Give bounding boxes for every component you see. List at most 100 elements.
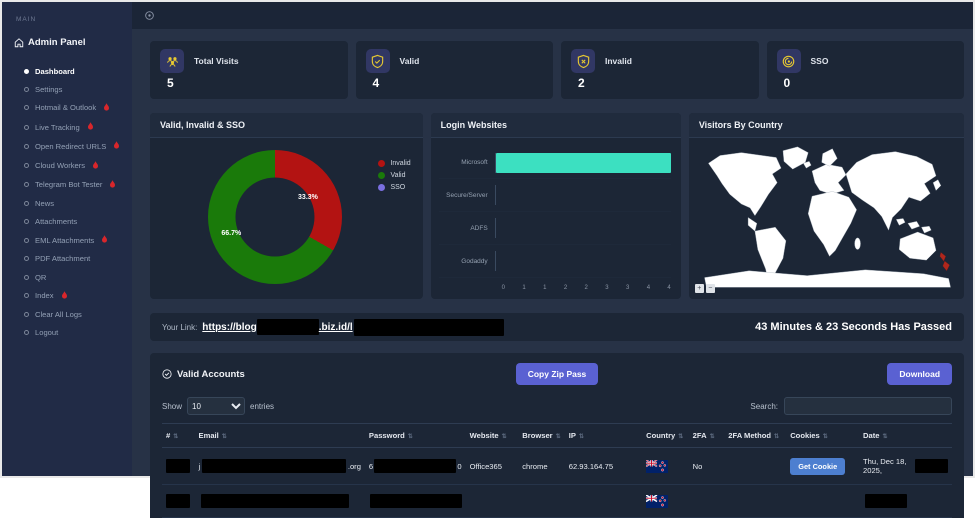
sidebar-item-open-redirect-urls[interactable]: Open Redirect URLS	[14, 137, 132, 156]
cell-cookies: Get Cookie	[786, 448, 859, 485]
page-size-select[interactable]: 10	[187, 397, 245, 415]
x-tick-label: 4	[647, 285, 650, 291]
stat-card-invalid: Invalid 2	[561, 41, 759, 99]
column-header-cookies[interactable]: Cookies	[786, 424, 859, 448]
column-header-country[interactable]: Country	[642, 424, 688, 448]
bar-category-label: Microsoft	[439, 159, 495, 166]
sidebar-item-live-tracking[interactable]: Live Tracking	[14, 118, 132, 137]
entries-label: entries	[250, 402, 274, 411]
sidebar-item-hotmail-outlook[interactable]: Hotmail & Outlook	[14, 98, 132, 117]
download-button[interactable]: Download	[887, 363, 952, 385]
phishing-link[interactable]: https://blog.biz.id/l	[202, 319, 503, 336]
column-header-ip[interactable]: IP	[565, 424, 642, 448]
map-madagascar	[854, 238, 860, 250]
sidebar-item-news[interactable]: News	[14, 194, 132, 212]
x-tick-label: 2	[564, 285, 567, 291]
world-map[interactable]	[691, 140, 962, 297]
sidebar-item-pdf-attachment[interactable]: PDF Attachment	[14, 250, 132, 268]
column-header-website[interactable]: Website	[466, 424, 519, 448]
sidebar-item-dashboard[interactable]: Dashboard	[14, 62, 132, 80]
map-greenland	[783, 147, 808, 169]
column-header-date[interactable]: Date	[859, 424, 952, 448]
x-tick-label: 1	[543, 285, 546, 291]
bar-microsoft[interactable]	[496, 153, 671, 173]
cell-date: Thu, Dec 18, 2025,	[859, 448, 952, 485]
column-header-email[interactable]: Email	[195, 424, 365, 448]
sidebar-item-qr[interactable]: QR	[14, 268, 132, 286]
stat-label: Invalid	[605, 56, 632, 66]
redaction-box	[354, 319, 504, 336]
sidebar-item-index[interactable]: Index	[14, 286, 132, 305]
table-row-partial[interactable]	[162, 485, 952, 518]
sidebar-section-label: MAIN	[16, 16, 132, 23]
x-tick-label: 4	[667, 285, 670, 291]
brand[interactable]: Admin Panel	[14, 37, 132, 48]
panel-title: Valid, Invalid & SSO	[150, 113, 423, 138]
fire-icon	[100, 235, 109, 245]
target-icon[interactable]	[144, 10, 155, 21]
shield-x-icon	[571, 49, 595, 73]
sidebar-item-telegram-bot-tester[interactable]: Telegram Bot Tester	[14, 175, 132, 194]
bar-track	[495, 185, 671, 205]
stat-value: 2	[578, 76, 749, 90]
bar-row-microsoft: Microsoft	[439, 146, 671, 179]
bullet-icon	[24, 293, 29, 298]
map-zoom-out-button[interactable]: −	[706, 284, 715, 293]
map-australia	[899, 232, 936, 260]
sidebar-item-label: Cloud Workers	[35, 161, 85, 170]
donut-chart[interactable]: 33.3% 66.7%	[208, 150, 342, 284]
legend-dot	[378, 160, 385, 167]
search-input[interactable]	[784, 397, 952, 415]
cell-country	[642, 485, 688, 518]
sidebar: MAIN Admin Panel Dashboard Settings Hotmai…	[2, 2, 132, 476]
date-prefix: Thu, Dec 18, 2025,	[863, 457, 913, 475]
column-header-password[interactable]: Password	[365, 424, 466, 448]
sidebar-item-settings[interactable]: Settings	[14, 80, 132, 98]
cell-date	[859, 485, 952, 518]
sidebar-item-label: Index	[35, 291, 54, 300]
sidebar-item-cloud-workers[interactable]: Cloud Workers	[14, 156, 132, 175]
stat-label: Valid	[400, 56, 420, 66]
stat-value: 4	[373, 76, 544, 90]
sidebar-item-clear-all-logs[interactable]: Clear All Logs	[14, 305, 132, 323]
email-suffix: .org	[348, 462, 361, 471]
cell-browser: chrome	[518, 448, 564, 485]
sidebar-item-label: Logout	[35, 328, 58, 337]
sidebar-item-label: Settings	[35, 85, 62, 94]
bullet-icon	[24, 275, 29, 280]
x-tick-label: 3	[626, 285, 629, 291]
charts-row: Valid, Invalid & SSO 33.3% 66.7% Invalid…	[150, 113, 964, 299]
password-suffix: 0	[457, 462, 461, 471]
bullet-icon	[24, 87, 29, 92]
x-tick-label: 0	[502, 285, 505, 291]
column-header-[interactable]: #	[162, 424, 195, 448]
get-cookie-button[interactable]: Get Cookie	[790, 458, 845, 475]
redaction-box	[257, 319, 319, 335]
bullet-icon	[24, 219, 29, 224]
copy-zip-pass-button[interactable]: Copy Zip Pass	[516, 363, 599, 385]
column-header-2fa-method[interactable]: 2FA Method	[724, 424, 786, 448]
cell-email	[195, 485, 365, 518]
fire-icon	[108, 180, 117, 190]
fire-icon	[60, 291, 69, 301]
sidebar-item-eml-attachments[interactable]: EML Attachments	[14, 231, 132, 250]
sidebar-item-logout[interactable]: Logout	[14, 324, 132, 342]
column-header-2fa[interactable]: 2FA	[689, 424, 725, 448]
redaction-box	[166, 459, 190, 473]
search-label: Search:	[750, 402, 778, 411]
new-zealand-flag-icon	[646, 495, 668, 508]
map-antarctica	[704, 270, 950, 287]
stat-card-valid: Valid 4	[356, 41, 554, 99]
check-circle-icon	[162, 369, 172, 379]
bar-track	[495, 251, 671, 271]
column-header-browser[interactable]: Browser	[518, 424, 564, 448]
shield-check-icon	[366, 49, 390, 73]
password-prefix: 6	[369, 462, 373, 471]
map-zoom-in-button[interactable]: +	[695, 284, 704, 293]
table-controls: Show 10 entries Search:	[162, 397, 952, 415]
sidebar-item-attachments[interactable]: Attachments	[14, 213, 132, 231]
